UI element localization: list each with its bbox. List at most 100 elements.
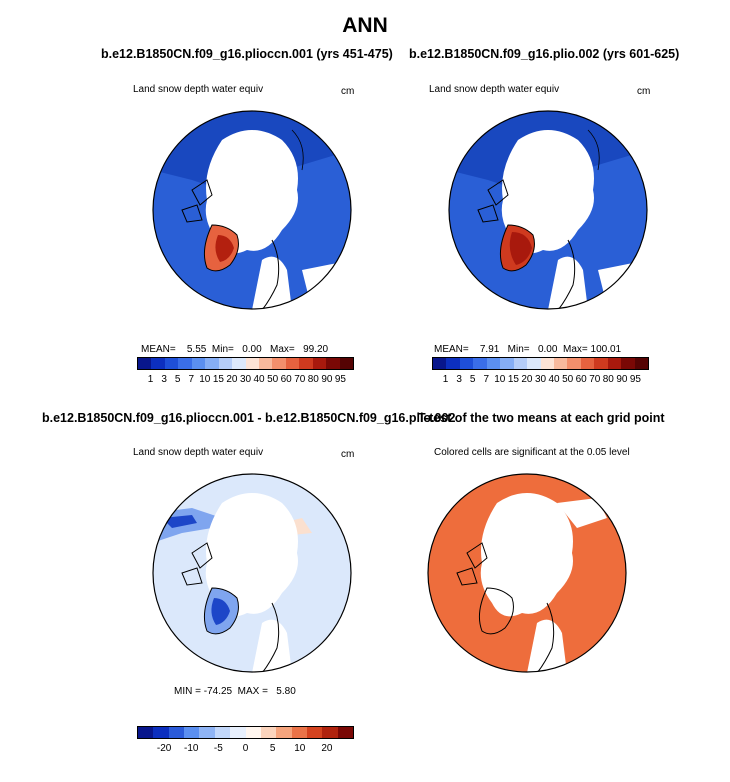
colorbar-swatch [205,358,219,369]
colorbar-swatch [312,358,327,369]
colorbar-swatch [634,358,648,369]
colorbar-tick-label: 30 [534,374,547,385]
colorbar-tick-label: 1 [442,374,449,385]
colorbar-swatch [153,727,169,738]
colorbar-swatch [138,358,152,369]
colorbar-tick-label: 5 [269,743,276,754]
colorbar-swatch [567,358,581,369]
panel-3-stats: MIN = -74.25 MAX = 5.80 [174,686,296,697]
colorbar-tick-label: 20 [521,374,533,385]
colorbar-swatch [500,358,514,369]
colorbar-panel-3 [137,726,354,739]
colorbar-tick-label: 3 [456,374,462,385]
panel-2-units: cm [637,86,651,97]
colorbar-tick-label: 1 [147,374,154,385]
panel-1-title: b.e12.B1850CN.f09_g16.plioccn.001 (yrs 4… [101,47,393,61]
colorbar-tick-label: 7 [188,374,195,385]
colorbar-tick-label: 10 [199,374,211,385]
colorbar-swatch [326,358,340,369]
colorbar-panel-2-labels: 1 3 5 7 10 15 20 30 40 50 60 70 80 90 95 [432,374,649,386]
colorbar-swatch [285,358,300,369]
colorbar-swatch [164,358,179,369]
colorbar-swatch [337,727,354,738]
map-panel-4-ttest [427,473,627,673]
panel-3-subtitle: Land snow depth water equiv [133,447,264,458]
colorbar-panel-3-labels: -20 -10 -5 0 5 10 20 [137,743,354,755]
colorbar-swatch [322,727,338,738]
colorbar-swatch [459,358,474,369]
colorbar-tick-label: 40 [253,374,265,385]
colorbar-tick-label: -10 [184,743,199,754]
colorbar-panel-1 [137,357,354,370]
map-panel-2 [448,110,648,310]
colorbar-swatch [191,358,206,369]
colorbar-tick-label: 70 [589,374,601,385]
colorbar-swatch [232,358,246,369]
panel-3-units: cm [341,449,355,460]
colorbar-swatch [446,358,460,369]
colorbar-tick-label: -5 [213,743,223,754]
colorbar-tick-label: 95 [334,374,346,385]
colorbar-tick-label: 40 [548,374,560,385]
colorbar-swatch [291,727,307,738]
colorbar-swatch [258,358,273,369]
colorbar-swatch [138,727,154,738]
panel-1-units: cm [341,86,355,97]
colorbar-swatch [184,727,200,738]
colorbar-swatch [276,727,292,738]
colorbar-tick-label: 70 [294,374,306,385]
colorbar-swatch [540,358,554,369]
colorbar-swatch [199,727,215,738]
panel-1-stats: MEAN= 5.55 Min= 0.00 Max= 99.20 [141,344,329,355]
panel-1-subtitle: Land snow depth water equiv [133,84,264,95]
colorbar-swatch [339,358,353,369]
colorbar-swatch [230,727,246,738]
colorbar-swatch [580,358,595,369]
colorbar-panel-2 [432,357,649,370]
panel-2-stats: MEAN= 7.91 Min= 0.00 Max= 100.01 [434,344,622,355]
colorbar-tick-label: 5 [174,374,181,385]
colorbar-tick-label: 30 [239,374,252,385]
colorbar-swatch [245,358,259,369]
colorbar-tick-label: 3 [161,374,167,385]
colorbar-tick-label: 50 [267,374,279,385]
colorbar-tick-label: 20 [321,743,333,754]
colorbar-tick-label: 10 [494,374,506,385]
colorbar-swatch [553,358,568,369]
colorbar-swatch [594,358,608,369]
colorbar-tick-label: -20 [156,743,172,754]
colorbar-swatch [621,358,635,369]
colorbar-swatch [486,358,501,369]
colorbar-swatch [299,358,313,369]
figure-title: ANN [342,14,388,37]
colorbar-swatch [527,358,541,369]
colorbar-swatch [272,358,286,369]
colorbar-swatch [433,358,447,369]
colorbar-swatch [245,727,261,738]
map-panel-1 [152,110,352,310]
colorbar-panel-1-labels: 1 3 5 7 10 15 20 30 40 50 60 70 80 90 95 [137,374,354,386]
colorbar-tick-label: 7 [483,374,490,385]
colorbar-tick-label: 5 [469,374,476,385]
colorbar-tick-label: 80 [602,374,614,385]
colorbar-swatch [306,727,323,738]
panel-2-title: b.e12.B1850CN.f09_g16.plio.002 (yrs 601-… [409,47,680,61]
colorbar-tick-label: 80 [307,374,319,385]
panel-4-subtitle: Colored cells are significant at the 0.0… [434,447,630,458]
colorbar-swatch [178,358,192,369]
panel-4-title: T-test of the two means at each grid poi… [418,411,665,425]
colorbar-swatch [513,358,528,369]
panel-2-subtitle: Land snow depth water equiv [429,84,560,95]
colorbar-swatch [473,358,487,369]
colorbar-tick-label: 10 [294,743,306,754]
colorbar-tick-label: 95 [629,374,641,385]
colorbar-tick-label: 90 [616,374,628,385]
colorbar-tick-label: 60 [575,374,587,385]
colorbar-tick-label: 90 [321,374,333,385]
colorbar-tick-label: 15 [507,374,519,385]
colorbar-swatch [168,727,185,738]
colorbar-tick-label: 60 [280,374,292,385]
panel-3-title: b.e12.B1850CN.f09_g16.plioccn.001 - b.e1… [42,411,456,425]
colorbar-tick-label: 15 [212,374,224,385]
colorbar-swatch [607,358,622,369]
